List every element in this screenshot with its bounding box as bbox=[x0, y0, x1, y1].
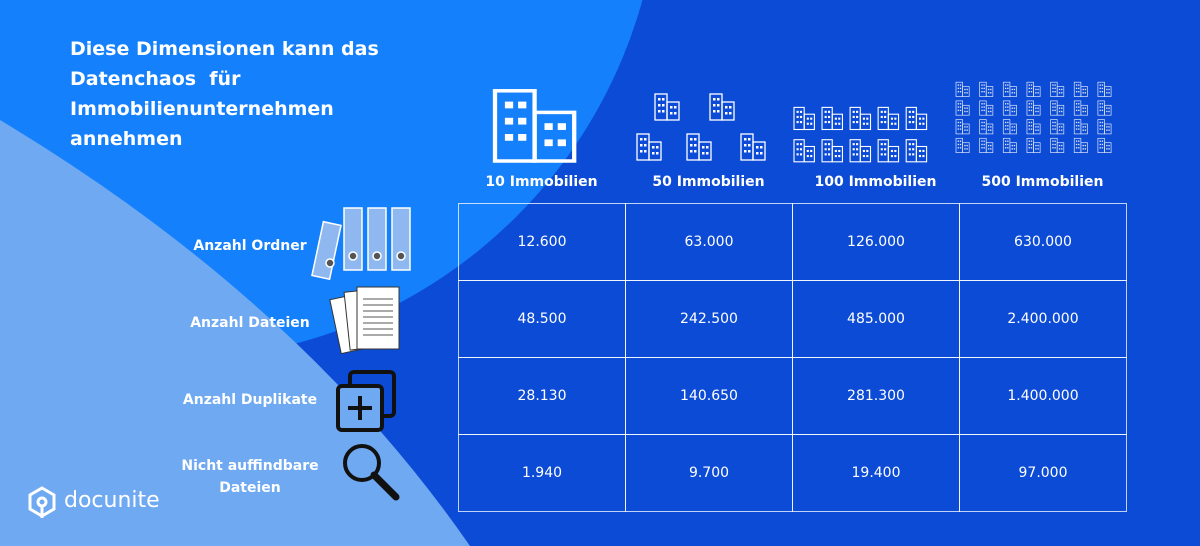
title-line: Immobilienunternehmen bbox=[70, 98, 334, 120]
table-cell: 48.500 bbox=[458, 280, 626, 358]
title-line: annehmen bbox=[70, 128, 183, 150]
column-header: 500 Immobilien bbox=[981, 174, 1104, 190]
logo-text: docunite bbox=[64, 488, 160, 513]
row-label: Nicht auffindbare Dateien bbox=[181, 457, 319, 496]
table-cell: 97.000 bbox=[959, 434, 1127, 512]
column-header: 100 Immobilien bbox=[814, 174, 937, 190]
table-cell: 63.000 bbox=[625, 203, 793, 281]
table-cell: 281.300 bbox=[792, 357, 960, 435]
title-line: Datenchaos für bbox=[70, 68, 241, 90]
table-cell: 242.500 bbox=[625, 280, 793, 358]
table-cell: 140.650 bbox=[625, 357, 793, 435]
row-label: Anzahl Dateien bbox=[190, 314, 310, 331]
column-header: 50 Immobilien bbox=[652, 174, 765, 190]
table-cell: 2.400.000 bbox=[959, 280, 1127, 358]
title-line: Diese Dimensionen kann das bbox=[70, 38, 379, 60]
table-cell: 9.700 bbox=[625, 434, 793, 512]
table-cell: 19.400 bbox=[792, 434, 960, 512]
table-cell: 630.000 bbox=[959, 203, 1127, 281]
table-cell: 1.400.000 bbox=[959, 357, 1127, 435]
title: Diese Dimensionen kann das Datenchaos für… bbox=[70, 34, 379, 154]
row-label: Anzahl Ordner bbox=[193, 237, 307, 254]
table-cell: 12.600 bbox=[458, 203, 626, 281]
table-cell: 485.000 bbox=[792, 280, 960, 358]
table-cell: 1.940 bbox=[458, 434, 626, 512]
table-cell: 28.130 bbox=[458, 357, 626, 435]
column-header: 10 Immobilien bbox=[485, 174, 598, 190]
table-cell: 126.000 bbox=[792, 203, 960, 281]
row-label: Anzahl Duplikate bbox=[182, 391, 318, 408]
